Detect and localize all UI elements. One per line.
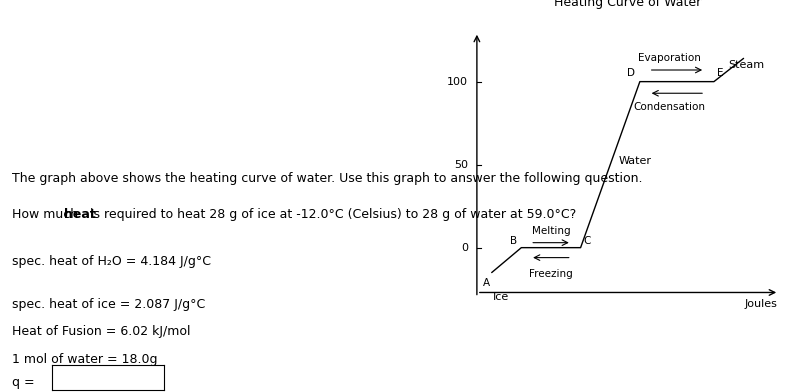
- Text: heat: heat: [64, 208, 96, 221]
- Text: E: E: [717, 68, 723, 78]
- Text: 1 mol of water = 18.0g: 1 mol of water = 18.0g: [12, 353, 158, 366]
- Text: 100: 100: [447, 76, 468, 87]
- Text: Ice: Ice: [493, 292, 510, 303]
- Text: C: C: [583, 236, 591, 246]
- Text: Condensation: Condensation: [634, 102, 706, 112]
- Text: Heat of Fusion = 6.02 kJ/mol: Heat of Fusion = 6.02 kJ/mol: [12, 325, 190, 338]
- Text: Freezing: Freezing: [529, 269, 573, 279]
- Text: 0: 0: [461, 243, 468, 253]
- Text: Water: Water: [619, 156, 652, 166]
- Text: Joules: Joules: [745, 299, 778, 309]
- Text: B: B: [510, 236, 517, 246]
- Text: spec. heat of H₂O = 4.184 J/g°C: spec. heat of H₂O = 4.184 J/g°C: [12, 255, 211, 268]
- Text: Steam: Steam: [729, 60, 765, 70]
- Text: spec. heat of ice = 2.087 J/g°C: spec. heat of ice = 2.087 J/g°C: [12, 298, 206, 311]
- Text: Melting: Melting: [532, 226, 570, 236]
- Text: How much: How much: [12, 208, 82, 221]
- Text: D: D: [627, 68, 635, 78]
- Text: Evaporation: Evaporation: [638, 53, 701, 64]
- Text: is required to heat 28 g of ice at -12.0°C (Celsius) to 28 g of water at 59.0°C?: is required to heat 28 g of ice at -12.0…: [86, 208, 577, 221]
- Text: The graph above shows the heating curve of water. Use this graph to answer the f: The graph above shows the heating curve …: [12, 172, 642, 185]
- Text: 50: 50: [454, 160, 468, 170]
- Text: q =: q =: [12, 376, 34, 389]
- Text: A: A: [483, 278, 490, 288]
- Text: Heating Curve of Water: Heating Curve of Water: [554, 0, 702, 9]
